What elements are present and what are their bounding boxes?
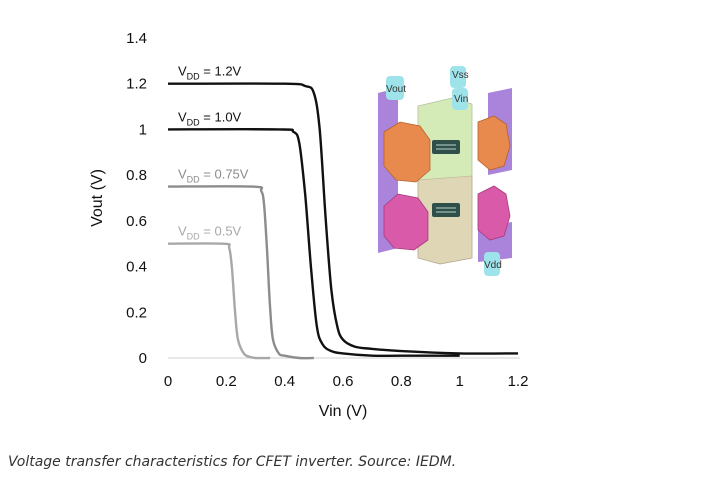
- x-tick-labels: 0 0.2 0.4 0.6 0.8 1 1.2: [164, 373, 529, 390]
- vdd-contact: [484, 252, 500, 276]
- x-tick-label: 0.4: [274, 373, 295, 390]
- bottom-left-device: [383, 193, 429, 251]
- series-line: [167, 185, 314, 360]
- bottom-channel: [432, 203, 460, 217]
- x-tick-label: 1.2: [508, 373, 529, 390]
- y-tick-label: 1.4: [126, 30, 147, 47]
- top-right-device: [477, 115, 511, 171]
- x-tick-label: 0.6: [333, 373, 354, 390]
- vin-label: Vin: [454, 94, 468, 105]
- vss-label: Vss: [452, 70, 469, 81]
- figure-caption: Voltage transfer characteristics for CFE…: [8, 454, 457, 470]
- y-tick-label: 0.2: [126, 304, 147, 321]
- series-label: VDD = 1.0V: [178, 109, 242, 127]
- x-axis-title: Vin (V): [319, 403, 368, 420]
- vdd-label: Vdd: [484, 260, 502, 271]
- x-tick-label: 0.2: [216, 373, 237, 390]
- y-tick-label: 0.4: [126, 259, 147, 276]
- series-line: [167, 242, 271, 360]
- vin-contact: [452, 88, 468, 110]
- series-line: [167, 82, 519, 355]
- series-label: VDD = 0.75V: [178, 167, 249, 185]
- y-axis-title: Vout (V): [89, 169, 106, 227]
- y-tick-label: 0.8: [126, 167, 147, 184]
- y-tick-label: 1.2: [126, 76, 147, 93]
- x-tick-label: 0: [164, 373, 172, 390]
- y-tick-label: 1: [139, 121, 147, 138]
- top-left-device: [383, 121, 431, 183]
- vout-label: Vout: [386, 84, 406, 95]
- x-tick-label: 0.8: [391, 373, 412, 390]
- series-labels: VDD = 1.2V VDD = 1.0V VDD = 0.75V VDD = 0.5…: [178, 64, 249, 242]
- series-label: VDD = 1.2V: [178, 64, 242, 82]
- x-tick-label: 1: [455, 373, 463, 390]
- vout-contact: [386, 76, 404, 100]
- top-channel: [432, 140, 460, 154]
- vss-contact: [450, 66, 466, 88]
- series-lines: [167, 82, 519, 360]
- cfet-structure-illustration: Vout Vss Vin Vdd: [378, 66, 512, 276]
- y-tick-labels: 0 0.2 0.4 0.6 0.8 1 1.2 1.4: [126, 30, 147, 367]
- y-tick-label: 0.6: [126, 213, 147, 230]
- y-tick-label: 0: [139, 350, 147, 367]
- series-line: [167, 128, 460, 358]
- series-label: VDD = 0.5V: [178, 224, 242, 242]
- bottom-right-device: [477, 185, 511, 241]
- figure: 0 0.2 0.4 0.6 0.8 1 1.2 1.4 0 0.2 0.4 0.6 0.8 1 1.2 V…: [89, 30, 529, 420]
